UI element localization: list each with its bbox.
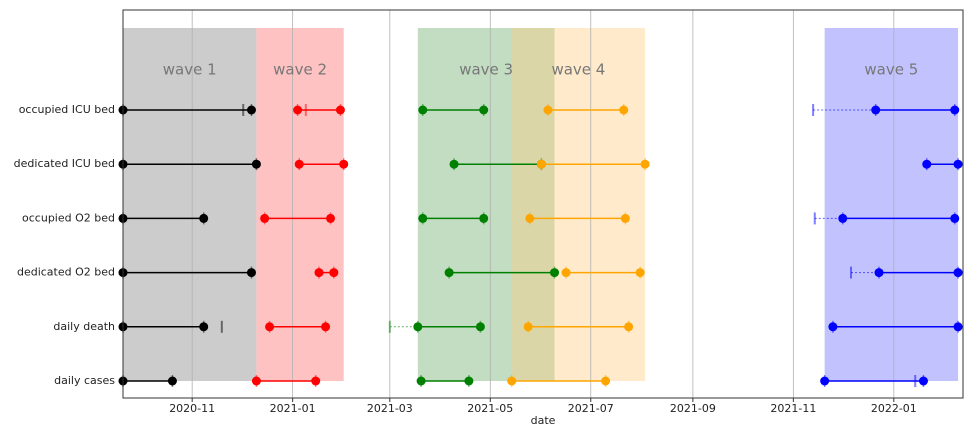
marker	[293, 105, 303, 115]
marker	[507, 376, 517, 386]
marker	[416, 376, 426, 386]
marker	[326, 213, 336, 223]
marker	[953, 322, 963, 332]
marker	[251, 376, 261, 386]
marker	[294, 159, 304, 169]
y-tick-label: dedicated O2 bed	[17, 266, 115, 279]
marker	[265, 322, 275, 332]
marker	[601, 376, 611, 386]
x-tick-label: 2021-03	[367, 402, 413, 415]
marker	[329, 268, 339, 278]
y-tick-label: occupied ICU bed	[19, 103, 115, 116]
marker	[321, 322, 331, 332]
marker	[624, 322, 634, 332]
marker	[820, 376, 830, 386]
wave-band	[417, 28, 555, 381]
marker	[635, 268, 645, 278]
marker	[619, 105, 629, 115]
x-tick-label: 2021-09	[670, 402, 716, 415]
wave-label: wave 2	[273, 61, 327, 79]
plot-frame	[122, 9, 964, 399]
x-tick-label: 2021-05	[467, 402, 513, 415]
marker	[953, 268, 963, 278]
wave-label: wave 5	[864, 61, 918, 79]
x-tick-label: 2021-07	[568, 402, 614, 415]
y-tick-label: daily cases	[54, 374, 115, 387]
marker	[413, 322, 423, 332]
marker	[543, 105, 553, 115]
x-tick-label: 2021-01	[270, 402, 316, 415]
wave-band	[123, 28, 257, 381]
marker	[251, 159, 261, 169]
wave-label: wave 4	[551, 61, 605, 79]
marker	[620, 213, 630, 223]
marker	[874, 268, 884, 278]
marker	[950, 213, 960, 223]
x-tick-label: 2021-11	[770, 402, 816, 415]
marker	[339, 159, 349, 169]
marker	[918, 376, 928, 386]
y-tick-label: dedicated ICU bed	[14, 157, 115, 170]
marker	[536, 159, 546, 169]
marker	[550, 268, 560, 278]
wave-label: wave 1	[163, 61, 217, 79]
marker	[311, 376, 321, 386]
marker	[449, 159, 459, 169]
marker	[479, 213, 489, 223]
marker	[523, 322, 533, 332]
marker	[871, 105, 881, 115]
marker	[335, 105, 345, 115]
marker	[828, 322, 838, 332]
y-tick-label: daily death	[53, 320, 115, 333]
y-tick-label: occupied O2 bed	[22, 211, 115, 224]
marker	[922, 159, 932, 169]
marker	[418, 105, 428, 115]
marker	[199, 213, 209, 223]
marker	[475, 322, 485, 332]
marker	[260, 213, 270, 223]
wave-label: wave 3	[459, 61, 513, 79]
wave-band	[511, 28, 646, 381]
marker	[444, 268, 454, 278]
marker	[838, 213, 848, 223]
wave-band	[256, 28, 344, 381]
marker	[464, 376, 474, 386]
marker	[246, 105, 256, 115]
marker	[640, 159, 650, 169]
x-axis-label: date	[531, 414, 556, 427]
marker	[199, 322, 209, 332]
x-tick-label: 2022-01	[871, 402, 917, 415]
marker	[561, 268, 571, 278]
marker	[314, 268, 324, 278]
wave-band	[824, 28, 959, 381]
marker	[953, 159, 963, 169]
marker	[246, 268, 256, 278]
marker	[167, 376, 177, 386]
marker	[479, 105, 489, 115]
marker	[950, 105, 960, 115]
marker	[525, 213, 535, 223]
x-tick-label: 2020-11	[169, 402, 215, 415]
marker	[418, 213, 428, 223]
